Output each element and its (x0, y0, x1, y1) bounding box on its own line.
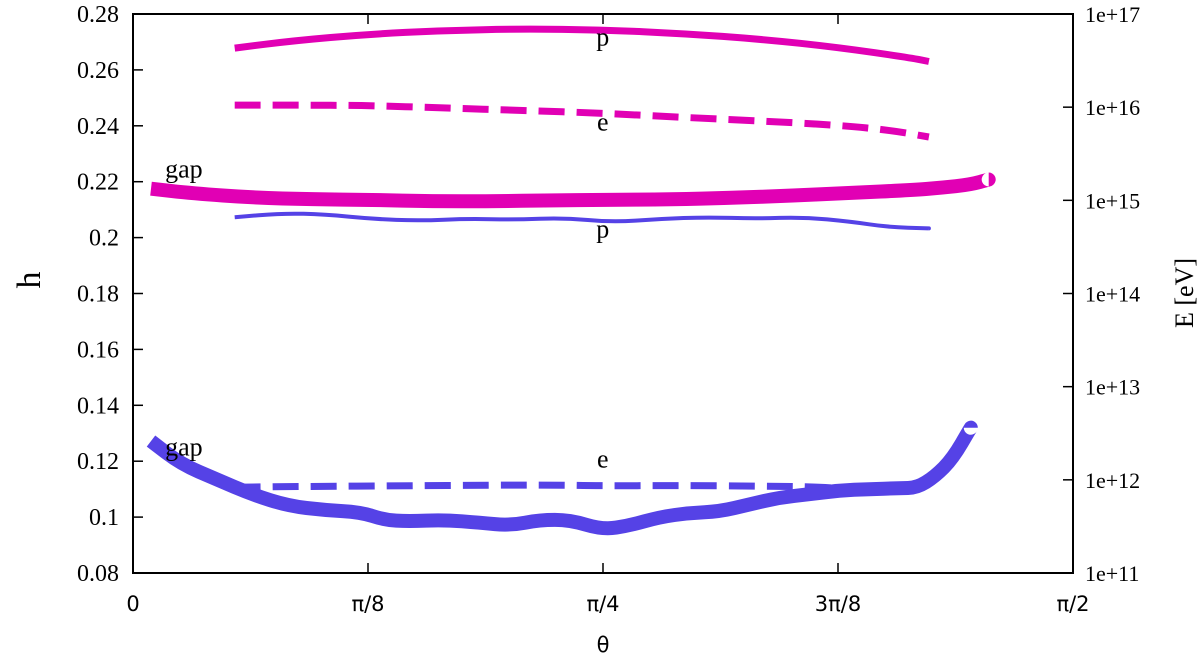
annotation-label: gap (165, 433, 203, 462)
y2-tick-label: 1e+13 (1085, 375, 1140, 400)
x-tick-label: π/4 (586, 592, 619, 616)
y2-tick-label: 1e+17 (1085, 2, 1140, 27)
x-tick-label: π/8 (351, 592, 384, 616)
y-tick-label: 0.14 (77, 393, 119, 419)
y-axis-left: 0.08 0.1 0.12 0.14 0.16 0.18 0.2 0.22 0.24 0.26 0.… (77, 2, 143, 587)
annotation-label: e (597, 444, 609, 473)
series-line-2 (150, 172, 996, 209)
annotations-group: p e gap p e gap (165, 22, 609, 473)
x-axis-label: θ (597, 633, 610, 657)
y2-tick-label: 1e+15 (1085, 188, 1140, 213)
series-line-4 (234, 481, 852, 494)
annotation-label: e (597, 108, 609, 137)
series-line-5 (146, 420, 978, 536)
y-axis-label: h (11, 272, 48, 289)
y-tick-label: 0.08 (77, 561, 119, 587)
y-tick-label: 0.18 (77, 282, 119, 308)
y2-tick-label: 1e+16 (1085, 95, 1140, 120)
y2-tick-label: 1e+11 (1085, 561, 1139, 586)
annotation-label: gap (165, 155, 203, 184)
y-tick-label: 0.16 (77, 337, 119, 363)
y-tick-label: 0.22 (77, 170, 119, 196)
y-tick-label: 0.12 (77, 449, 119, 475)
y2-tick-label: 1e+14 (1085, 282, 1140, 307)
series-line-3 (234, 211, 931, 231)
y-tick-label: 0.26 (77, 58, 119, 84)
y-axis-right: 1e+11 1e+12 1e+13 1e+14 1e+15 1e+16 1e+17 (1063, 2, 1140, 586)
x-tick-label: 3π/8 (815, 592, 861, 616)
annotation-label: p (596, 22, 609, 51)
y-tick-label: 0.28 (77, 2, 119, 28)
x-axis: 0 π/8 π/4 3π/8 π/2 (126, 14, 1090, 616)
y2-tick-label: 1e+12 (1085, 468, 1140, 493)
series-group (146, 25, 996, 536)
y-tick-label: 0.1 (89, 505, 119, 531)
series-line-0 (234, 25, 930, 65)
x-tick-label: 0 (126, 592, 139, 616)
y-tick-label: 0.2 (89, 226, 119, 252)
series-line-1 (234, 101, 930, 141)
annotation-label: p (596, 215, 609, 244)
y-tick-label: 0.24 (77, 114, 119, 140)
y2-axis-label: E [eV] (1170, 258, 1199, 328)
x-tick-label: π/2 (1056, 592, 1089, 616)
